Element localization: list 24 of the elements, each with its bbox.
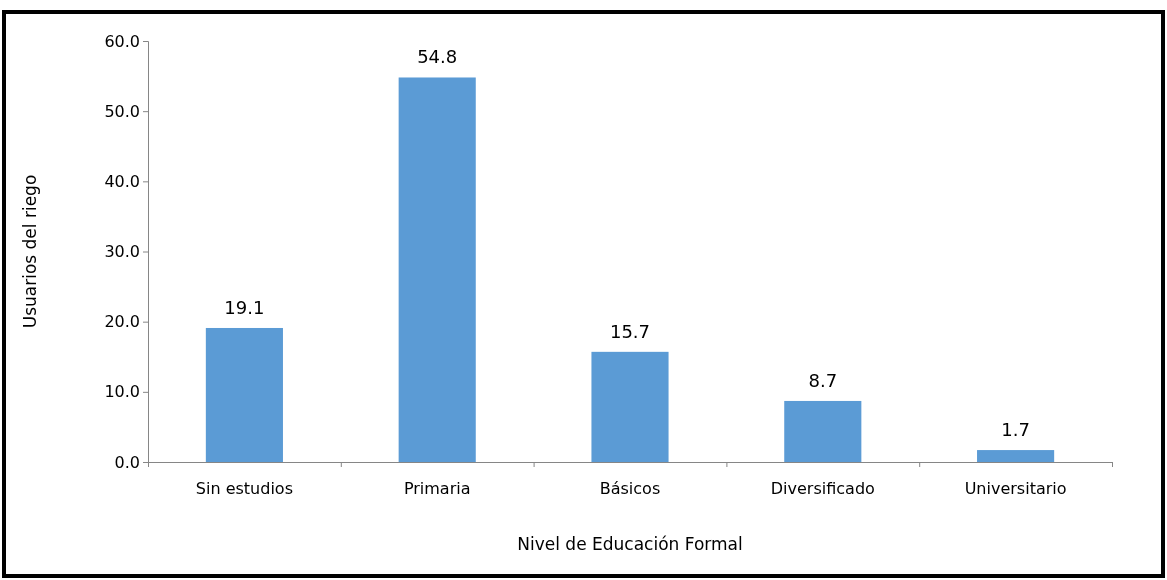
x-tick-label: Primaria (403, 479, 471, 498)
x-tick-label: Diversificado (770, 479, 875, 498)
y-tick-label: 30.0 (104, 242, 140, 262)
data-label: 54.8 (417, 46, 458, 68)
x-tick-label: Sin estudios (195, 479, 293, 498)
data-label: 1.7 (1001, 419, 1030, 441)
data-label: 15.7 (609, 320, 651, 342)
x-tick-label: Universitario (964, 479, 1067, 498)
y-tick-label: 50.0 (104, 101, 140, 121)
bar (784, 400, 862, 462)
data-label: 8.7 (808, 369, 838, 391)
y-tick-label: 10.0 (104, 382, 140, 402)
bar (398, 77, 476, 462)
y-tick-label: 20.0 (104, 312, 140, 332)
data-label: 19.1 (224, 296, 265, 318)
y-tick-label: 40.0 (104, 171, 140, 191)
y-tick-label: 0.0 (114, 452, 140, 472)
x-tick-label: Básicos (599, 479, 661, 498)
y-tick-label: 60.0 (104, 31, 140, 51)
bar (591, 351, 669, 462)
bar (977, 450, 1055, 462)
x-axis-title: Nivel de Educación Formal (517, 534, 743, 554)
bar (205, 327, 283, 462)
y-axis-title: Usuarios del riego (20, 174, 40, 329)
